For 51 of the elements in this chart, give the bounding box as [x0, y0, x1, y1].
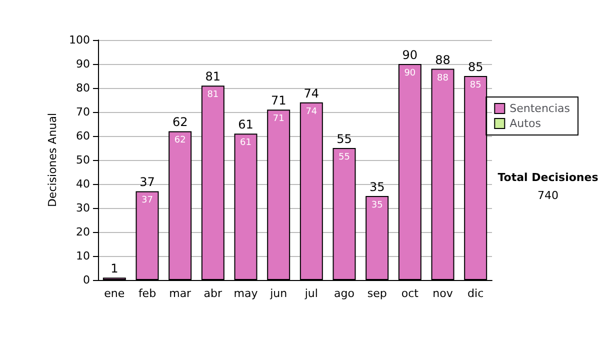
- data-label: 55: [338, 152, 350, 162]
- legend-label: Autos: [510, 117, 542, 130]
- x-tick-label: abr: [204, 287, 223, 300]
- y-tick-label: 60: [76, 130, 90, 142]
- total-label: 81: [205, 70, 221, 84]
- y-axis-title: Decisiones Anual: [46, 112, 60, 208]
- total-label: 88: [435, 52, 450, 67]
- x-tick-label: oct: [401, 287, 420, 300]
- x-tick-label: jul: [304, 287, 318, 300]
- data-label: 61: [240, 138, 252, 148]
- data-label: 81: [207, 90, 219, 100]
- total-label: 85: [468, 60, 484, 74]
- x-tick-label: mar: [169, 287, 192, 300]
- y-tick-label: 90: [76, 58, 90, 70]
- x-tick-label: sep: [367, 287, 387, 300]
- text: Total Decisiones: [498, 171, 599, 184]
- x-tick-label: ene: [104, 287, 125, 300]
- y-tick-label: 30: [76, 202, 90, 214]
- total-label: 35: [369, 180, 385, 194]
- data-label: 90: [404, 68, 416, 78]
- y-tick-label: 0: [83, 274, 90, 286]
- data-label: 85: [470, 80, 482, 90]
- x-tick-label: dic: [468, 287, 484, 300]
- data-label: 88: [437, 73, 449, 84]
- y-tick-label: 40: [76, 178, 90, 190]
- x-tick-label: jun: [269, 287, 288, 300]
- y-tick-label: 10: [76, 250, 90, 262]
- x-tick-label: nov: [432, 287, 454, 300]
- total-label: 37: [140, 175, 155, 190]
- x-tick-label: ago: [334, 287, 355, 300]
- y-tick-label: 50: [76, 154, 90, 166]
- total-label: 62: [172, 115, 188, 130]
- total-label: 61: [238, 118, 254, 132]
- total-label: 71: [270, 94, 286, 108]
- total-label: 90: [402, 48, 418, 62]
- legend-label: Sentencias: [510, 102, 570, 115]
- x-tick-label: feb: [138, 287, 156, 300]
- data-label: 35: [371, 200, 383, 210]
- data-label: 37: [142, 196, 153, 206]
- data-label: 74: [306, 106, 318, 117]
- y-tick-label: 80: [76, 82, 90, 94]
- y-tick-label: 20: [76, 226, 90, 238]
- data-label: 71: [272, 114, 284, 124]
- total-label: 74: [304, 86, 320, 100]
- y-tick-label: 70: [76, 106, 90, 118]
- x-tick-label: may: [234, 287, 258, 300]
- data-label: 62: [174, 136, 186, 146]
- y-tick-label: 100: [69, 34, 90, 46]
- total-label: 1: [110, 262, 118, 276]
- total-label: 55: [336, 132, 352, 146]
- text: 740: [538, 189, 558, 202]
